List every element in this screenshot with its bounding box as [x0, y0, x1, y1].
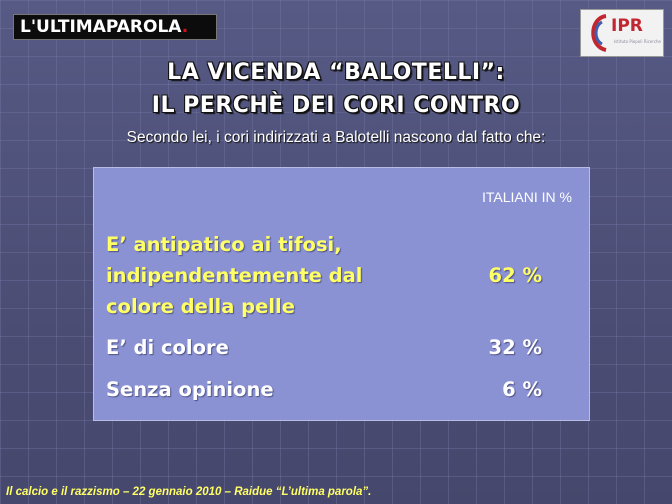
- results-panel: ITALIANI IN % E’ antipatico ai tifosi, i…: [93, 167, 590, 421]
- row-label: E’ di colore: [106, 336, 229, 359]
- result-row: E’ di colore 32 %: [106, 332, 542, 363]
- logo-dot: .: [181, 17, 189, 37]
- row-value: 6 %: [502, 378, 542, 401]
- slide-subtitle: Secondo lei, i cori indirizzati a Balote…: [126, 129, 546, 146]
- ipr-logo-subtext: Istituto Piepoli Ricerche: [614, 39, 662, 44]
- row-label-line: E’ antipatico ai tifosi,: [106, 233, 342, 256]
- row-label-line: indipendentemente dal: [106, 264, 363, 287]
- ipr-logo-text: IPR: [611, 16, 643, 36]
- ipr-swoosh-icon: [591, 14, 607, 52]
- result-row: E’ antipatico ai tifosi, indipendentemen…: [106, 229, 542, 322]
- slide-title-line1: LA VICENDA “BALOTELLI”:: [167, 60, 505, 85]
- column-header: ITALIANI IN %: [482, 189, 572, 205]
- logo-text: L'ULTIMAPAROLA: [20, 17, 182, 37]
- row-label-line: colore della pelle: [106, 295, 295, 318]
- slide-title-line2: IL PERCHÈ DEI CORI CONTRO: [151, 93, 521, 118]
- row-value: 62 %: [488, 264, 542, 287]
- row-value: 32 %: [488, 336, 542, 359]
- lultimaparola-logo: L'ULTIMAPAROLA.: [13, 14, 217, 40]
- result-row: Senza opinione 6 %: [106, 374, 542, 405]
- ipr-logo: IPR Istituto Piepoli Ricerche: [580, 9, 664, 57]
- row-label: E’ antipatico ai tifosi, indipendentemen…: [106, 229, 362, 322]
- footer-caption: Il calcio e il razzismo – 22 gennaio 201…: [6, 486, 372, 498]
- row-label: Senza opinione: [106, 378, 274, 401]
